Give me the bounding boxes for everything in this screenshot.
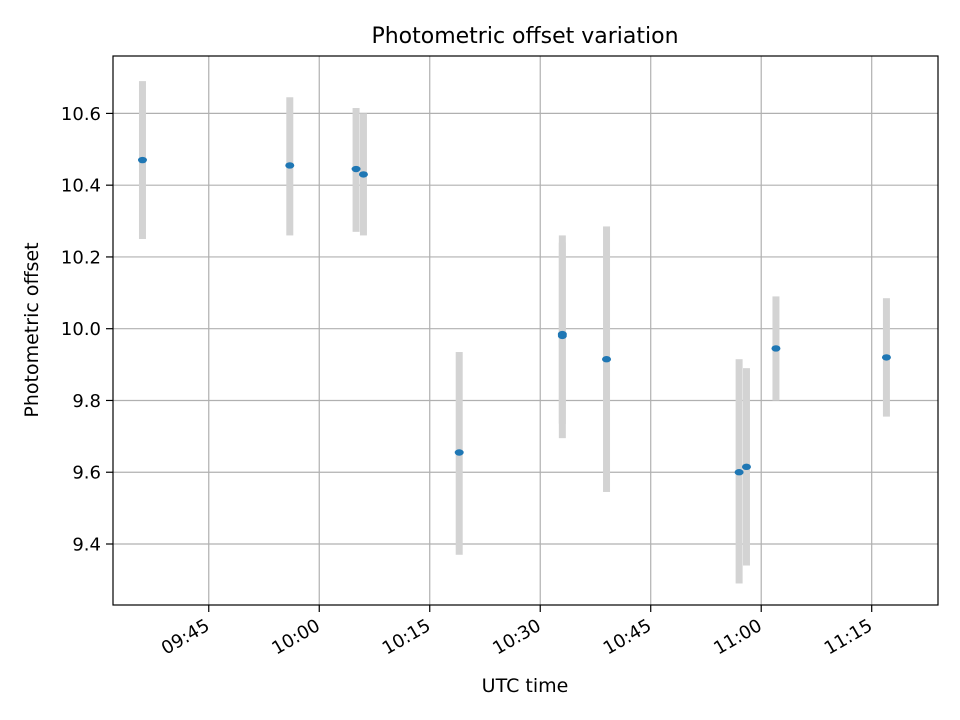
data-point <box>454 449 464 456</box>
data-point <box>285 162 295 169</box>
y-tick-label: 10.2 <box>61 247 101 268</box>
data-point <box>351 165 361 173</box>
data-point <box>602 356 612 363</box>
plot-area <box>113 56 938 605</box>
grid <box>113 56 938 605</box>
data-point <box>557 330 567 338</box>
data-point <box>137 156 147 164</box>
data-points <box>137 156 891 476</box>
data-point <box>771 345 781 352</box>
y-axis-ticks: 9.4 9.6 9.8 10.0 10.2 10.4 10.6 <box>61 104 113 556</box>
chart-title: Photometric offset variation <box>371 24 678 49</box>
data-point <box>741 463 751 471</box>
y-tick-label: 10.4 <box>61 176 101 197</box>
y-axis-label: Photometric offset <box>21 242 43 417</box>
x-axis-label: UTC time <box>482 675 569 697</box>
data-point <box>881 354 891 361</box>
plot-frame <box>112 55 939 606</box>
y-tick-label: 10.0 <box>61 319 101 340</box>
y-tick-label: 9.4 <box>72 535 101 556</box>
data-point <box>734 469 744 476</box>
data-point <box>358 171 368 178</box>
y-tick-label: 10.6 <box>61 104 101 125</box>
y-tick-label: 9.8 <box>72 391 101 412</box>
y-tick-label: 9.6 <box>72 463 101 484</box>
